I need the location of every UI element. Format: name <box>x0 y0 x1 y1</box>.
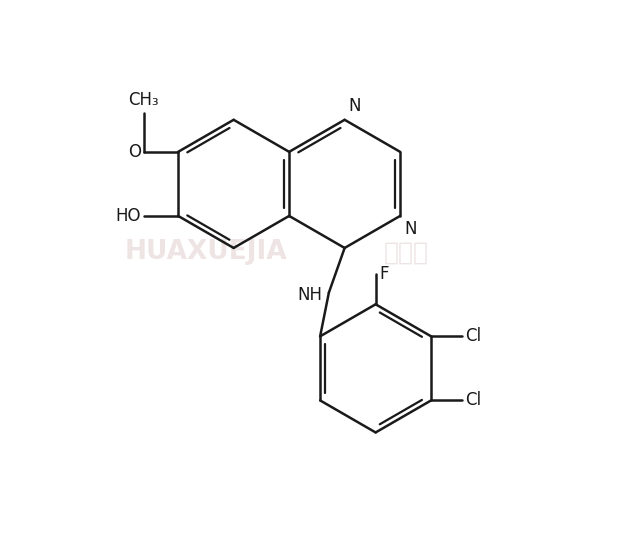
Text: F: F <box>379 265 389 283</box>
Text: 化学加: 化学加 <box>384 240 429 264</box>
Text: N: N <box>404 220 417 238</box>
Text: Cl: Cl <box>465 328 481 346</box>
Text: N: N <box>349 97 361 115</box>
Text: NH: NH <box>297 286 322 305</box>
Text: O: O <box>128 143 141 161</box>
Text: Cl: Cl <box>465 391 481 409</box>
Text: HUAXUEJIA: HUAXUEJIA <box>124 239 287 265</box>
Text: HO: HO <box>115 207 141 225</box>
Text: CH₃: CH₃ <box>128 91 159 110</box>
